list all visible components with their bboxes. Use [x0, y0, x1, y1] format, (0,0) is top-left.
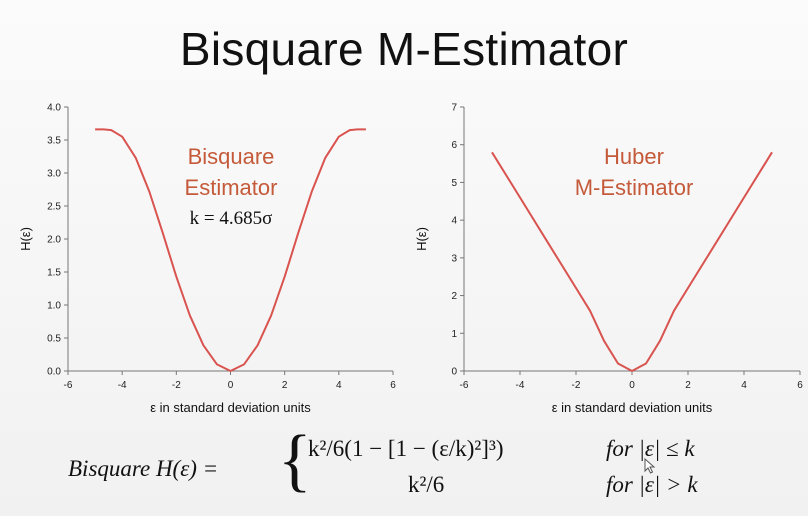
formula-case2: k²/6	[408, 472, 445, 497]
bisquare-formula: Bisquare H(ε) = { k²/6(1 − [1 − (ε/k)²]³…	[68, 426, 788, 506]
series-line	[491, 151, 773, 372]
y-tick-label: 6	[451, 140, 457, 151]
y-tick-label: 4.0	[47, 103, 61, 114]
x-tick-label: 6	[797, 380, 803, 391]
x-tick-label: -6	[64, 380, 73, 391]
y-tick-label: 3	[451, 253, 457, 264]
formula-lhs: Bisquare H(ε) =	[68, 456, 219, 481]
annotation-m-estimator: M-Estimator	[575, 175, 694, 200]
series-line	[95, 128, 366, 372]
x-tick-label: 4	[741, 380, 747, 391]
y-axis-label: H(ε)	[414, 227, 429, 251]
y-tick-label: 7	[451, 103, 457, 114]
x-axis-label: ε in standard deviation units	[552, 400, 713, 415]
y-tick-label: 3.5	[47, 136, 61, 147]
y-tick-label: 0.0	[47, 367, 61, 378]
annotation-huber: Huber	[604, 144, 664, 169]
y-tick-label: 2.5	[47, 202, 61, 213]
formula-brace: {	[278, 422, 312, 499]
x-tick-label: -2	[172, 380, 181, 391]
x-tick-label: 2	[282, 380, 288, 391]
x-tick-label: 4	[336, 380, 342, 391]
x-tick-label: -6	[460, 380, 469, 391]
annotation-k-value: k = 4.685σ	[190, 208, 273, 229]
bisquare-chart: -6 -4 -2 0 2 4 6 0.0 0.5 1.0 1.5 2.0 2.5 3.0 3.5 4.0 ε i…	[18, 103, 396, 416]
y-tick-label: 1	[451, 329, 457, 340]
x-tick-label: -2	[572, 380, 581, 391]
y-tick-label: 4	[451, 216, 457, 227]
x-tick-label: 0	[629, 380, 635, 391]
y-tick-label: 2	[451, 291, 457, 302]
formula-case1: k²/6(1 − [1 − (ε/k)²]³)	[308, 436, 504, 461]
y-tick-label: 0	[451, 367, 457, 378]
y-tick-label: 3.0	[47, 169, 61, 180]
y-tick-label: 1.0	[47, 301, 61, 312]
y-tick-label: 2.0	[47, 235, 61, 246]
x-axis-label: ε in standard deviation units	[150, 400, 311, 415]
annotation-estimator: Estimator	[185, 175, 278, 200]
slide-title: Bisquare M-Estimator	[179, 23, 629, 75]
x-tick-label: 0	[228, 380, 234, 391]
x-tick-label: -4	[118, 380, 127, 391]
x-tick-label: -4	[516, 380, 525, 391]
formula-cond2: for |ε| > k	[606, 472, 698, 497]
y-tick-label: 1.5	[47, 268, 61, 279]
x-tick-label: 2	[685, 380, 691, 391]
huber-chart: -6 -4 -2 0 2 4 6 0 1 2 3 4 5 6 7 ε in standard deviatio…	[414, 103, 803, 416]
mouse-cursor-icon	[644, 458, 656, 474]
y-tick-label: 0.5	[47, 334, 61, 345]
y-tick-label: 5	[451, 178, 457, 189]
x-tick-label: 6	[390, 380, 396, 391]
formula-cond1: for |ε| ≤ k	[606, 436, 695, 461]
y-axis-label: H(ε)	[18, 227, 33, 251]
annotation-bisquare: Bisquare	[188, 144, 275, 169]
